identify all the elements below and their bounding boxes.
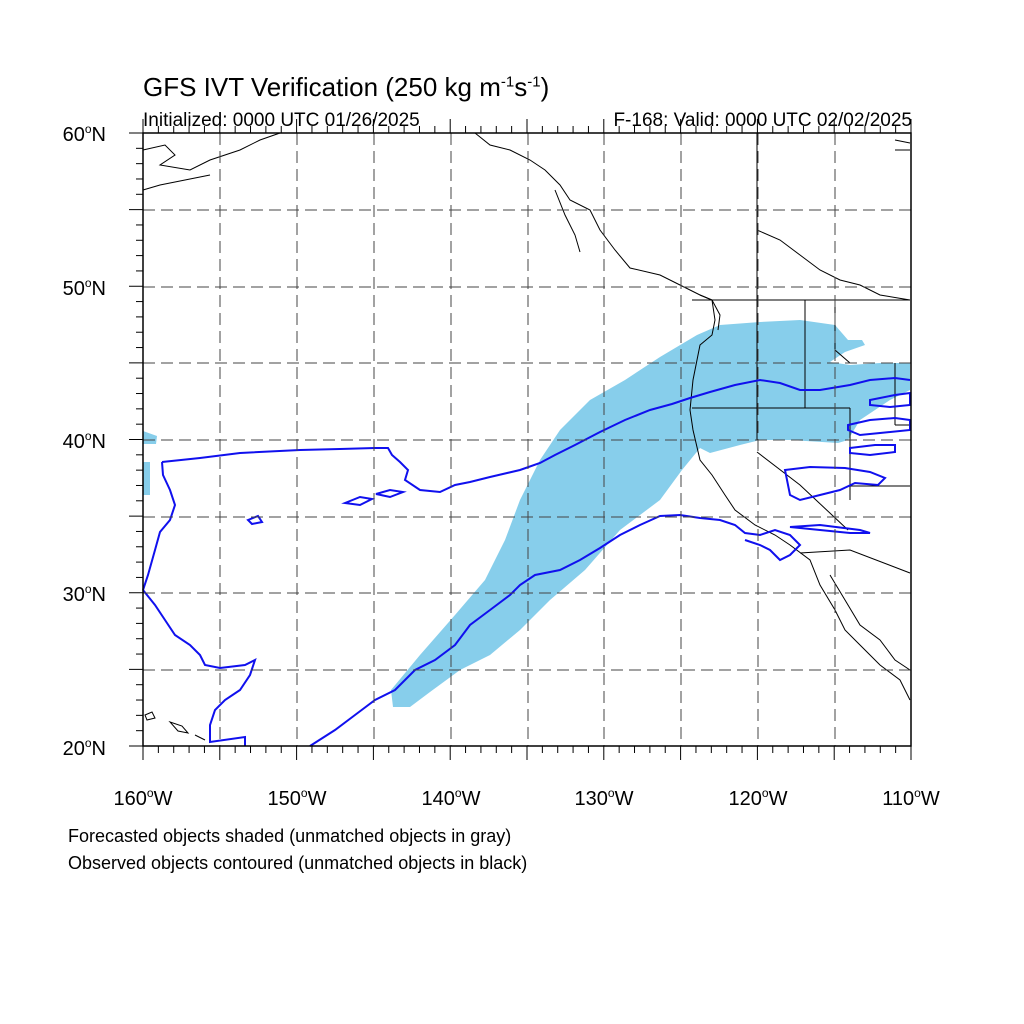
valid-time-label: F-168: Valid: 0000 UTC 02/02/2025 [613, 110, 912, 131]
lon-label-160: 160oW [113, 786, 173, 810]
observed-ivt-contours [142, 376, 911, 747]
footnote-observed: Observed objects contoured (unmatched ob… [68, 853, 528, 873]
lon-label-120: 120oW [728, 786, 788, 810]
forecast-ivt-object [391, 320, 910, 707]
chart-title: GFS IVT Verification (250 kg m-1s-1) [143, 72, 550, 102]
lon-label-130: 130oW [574, 786, 634, 810]
footnote-forecast: Forecasted objects shaded (unmatched obj… [68, 826, 512, 846]
lat-label-30: 30oN [62, 582, 106, 606]
axis-ticks [129, 119, 912, 760]
lat-label-60: 60oN [62, 122, 106, 146]
lon-label-110: 110oW [882, 786, 940, 810]
graticule [143, 133, 911, 746]
lon-label-140: 140oW [421, 786, 481, 810]
init-time-label: Initialized: 0000 UTC 01/26/2025 [143, 110, 420, 131]
forecast-ivt-sliver [143, 431, 157, 495]
lat-label-40: 40oN [62, 429, 106, 453]
lat-label-50: 50oN [62, 276, 106, 300]
lat-label-20: 20oN [62, 736, 106, 760]
lon-label-150: 150oW [267, 786, 327, 810]
